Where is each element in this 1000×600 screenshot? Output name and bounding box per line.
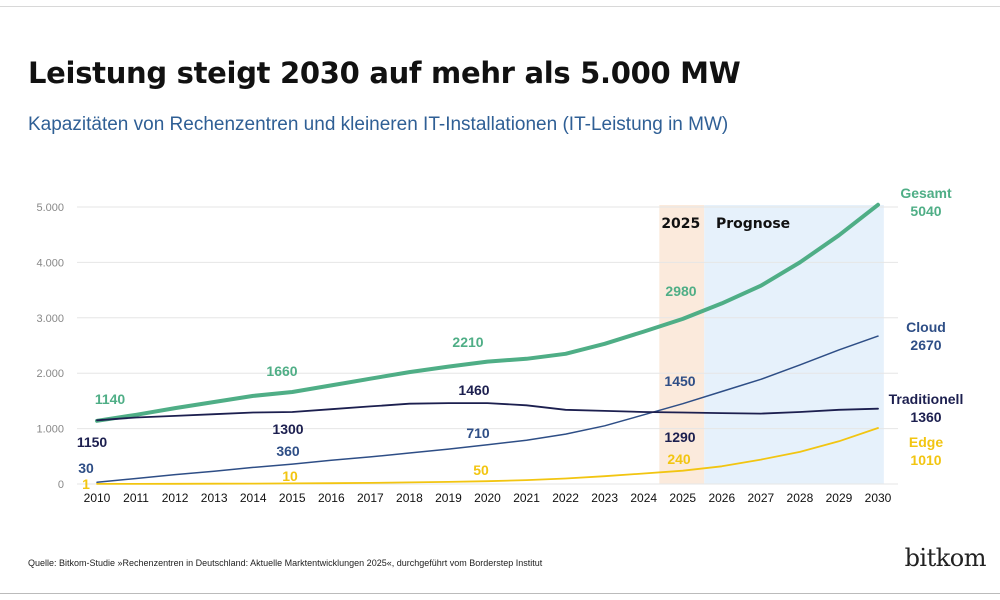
- data-label: 1140: [95, 391, 126, 407]
- x-tick-label: 2012: [162, 491, 189, 505]
- x-tick-label: 2022: [552, 491, 579, 505]
- chart-title: Leistung steigt 2030 auf mehr als 5.000 …: [28, 56, 741, 90]
- x-tick-label: 2025: [669, 491, 696, 505]
- data-label: 1290: [664, 429, 695, 445]
- series-end-value: 5040: [910, 203, 941, 219]
- series-line-traditionell: [96, 402, 879, 422]
- x-tick-label: 2029: [826, 491, 853, 505]
- x-tick-label: 2018: [396, 491, 423, 505]
- source-note: Quelle: Bitkom-Studie »Rechenzentren in …: [28, 558, 543, 568]
- y-tick-label: 5.000: [36, 202, 64, 214]
- y-tick-label: 1.000: [36, 424, 64, 436]
- series-name-label: Edge: [909, 434, 943, 450]
- x-tick-label: 2015: [279, 491, 306, 505]
- forecast-label: Prognose: [716, 216, 790, 232]
- x-tick-label: 2013: [201, 491, 228, 505]
- data-label: 1: [82, 476, 90, 492]
- series-name-label: Cloud: [906, 319, 946, 335]
- x-tick-label: 2030: [865, 491, 892, 505]
- top-divider: [0, 6, 1000, 7]
- data-label: 240: [667, 451, 691, 467]
- x-tick-label: 2017: [357, 491, 384, 505]
- data-label: 1450: [664, 373, 695, 389]
- chart-subtitle: Kapazitäten von Rechenzentren und kleine…: [28, 114, 729, 135]
- data-label: 360: [276, 443, 300, 459]
- y-tick-label: 2.000: [36, 368, 64, 380]
- x-tick-label: 2028: [787, 491, 814, 505]
- x-tick-label: 2014: [240, 491, 267, 505]
- data-label: 1300: [272, 421, 303, 437]
- x-tick-label: 2020: [474, 491, 501, 505]
- y-tick-label: 4.000: [36, 257, 64, 269]
- series-line-edge: [96, 427, 879, 485]
- x-tick-label: 2027: [747, 491, 774, 505]
- y-tick-label: 0: [58, 479, 64, 491]
- bitkom-logo: bitkom: [904, 544, 987, 572]
- data-label: 1150: [77, 434, 108, 450]
- x-tick-label: 2011: [123, 491, 149, 505]
- x-tick-label: 2010: [84, 491, 111, 505]
- series-end-value: 1360: [910, 409, 941, 425]
- data-label: 2210: [452, 334, 483, 350]
- x-tick-label: 2019: [435, 491, 462, 505]
- data-label: 1660: [266, 363, 297, 379]
- highlight-2025-region: [659, 205, 705, 484]
- data-label: 2980: [665, 283, 696, 299]
- series-name-label: Gesamt: [900, 185, 952, 201]
- x-tick-label: 2023: [591, 491, 618, 505]
- data-label: 30: [78, 460, 94, 476]
- x-tick-label: 2021: [513, 491, 540, 505]
- bottom-divider: [0, 593, 1000, 594]
- forecast-region: [704, 205, 884, 484]
- x-tick-label: 2024: [630, 491, 657, 505]
- data-label: 10: [282, 468, 298, 484]
- series-end-value: 1010: [910, 452, 941, 468]
- series-line-gesamt: [95, 202, 880, 423]
- y-tick-label: 3.000: [36, 313, 64, 325]
- series-line-cloud: [96, 335, 879, 484]
- data-label: 50: [473, 462, 489, 478]
- series-end-value: 2670: [910, 337, 941, 353]
- x-tick-label: 2016: [318, 491, 345, 505]
- data-label: 1460: [458, 382, 489, 398]
- x-tick-label: 2026: [708, 491, 735, 505]
- series-name-label: Traditionell: [889, 391, 964, 407]
- data-label: 710: [466, 425, 490, 441]
- highlight-label: 2025: [661, 216, 700, 232]
